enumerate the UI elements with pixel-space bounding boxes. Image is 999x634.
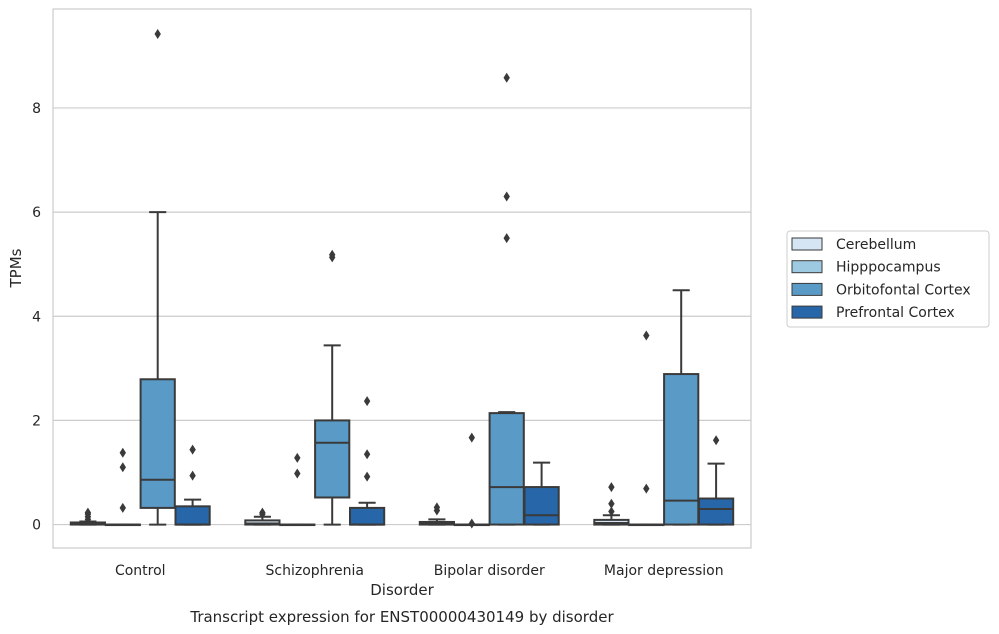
box-iqr: [244, 519, 281, 526]
outlier-point: [189, 470, 196, 481]
legend-swatch: [791, 237, 823, 251]
plot-frame: [52, 8, 752, 549]
box-iqr: [663, 373, 700, 526]
legend-items: Cerebellum Hipppocampus Orbitofontal Corte…: [791, 237, 971, 321]
y-tick-label: 4: [32, 309, 41, 325]
box-group: [139, 28, 176, 526]
x-tick-label: Schizophrenia: [266, 563, 364, 579]
outlier-point: [503, 191, 510, 202]
outlier-point: [363, 471, 371, 482]
x-tick-label: Bipolar disorder: [434, 563, 545, 579]
x-tick-label: Control: [115, 563, 166, 579]
box-group: [244, 507, 281, 526]
outlier-point: [712, 435, 720, 446]
box-group: [628, 330, 665, 527]
outlier-point: [503, 72, 510, 83]
box-group: [279, 452, 316, 527]
outlier-point: [294, 452, 301, 463]
outlier-point: [189, 444, 196, 455]
outlier-point: [329, 249, 336, 260]
box-group: [697, 435, 735, 526]
y-axis-label: TPMs: [7, 248, 25, 288]
legend-label: Cerebellum: [836, 237, 916, 253]
x-tick-label: Major depression: [604, 563, 724, 579]
outlier-point: [154, 28, 161, 39]
box-group: [69, 507, 107, 526]
x-tick-labels: Control Schizophrenia Bipolar disorder Majo…: [115, 563, 724, 579]
legend-swatch: [791, 260, 823, 274]
y-tick-label: 6: [32, 205, 41, 221]
y-tick-label: 0: [32, 518, 41, 534]
box-iqr: [139, 378, 176, 509]
outlier-point: [643, 483, 650, 494]
outlier-point: [294, 468, 301, 479]
box-group: [523, 461, 560, 526]
y-tick-label: 8: [32, 101, 41, 117]
legend-swatch: [791, 305, 823, 319]
legend-label: Orbitofontal Cortex: [836, 282, 971, 298]
outlier-point: [643, 330, 650, 341]
box-group: [488, 72, 525, 526]
legend-swatch: [791, 282, 823, 296]
box-group: [348, 396, 386, 526]
box-group: [418, 502, 456, 526]
box-series: [69, 28, 735, 529]
outlier-point: [503, 233, 510, 244]
box-iqr: [488, 412, 525, 526]
outlier-point: [608, 482, 615, 493]
box-group: [104, 447, 141, 527]
outlier-point: [433, 502, 441, 513]
outlier-point: [468, 432, 475, 443]
outlier-point: [363, 449, 371, 460]
box-group: [663, 289, 700, 526]
legend-label: Hipppocampus: [836, 260, 941, 276]
outlier-point: [84, 507, 92, 518]
outlier-point: [119, 462, 126, 473]
outlier-point: [119, 447, 126, 458]
outlier-point: [259, 507, 266, 518]
y-tick-labels: 0 2 4 6 8: [32, 101, 41, 534]
legend-frame: [786, 230, 990, 328]
box-group: [453, 432, 490, 529]
outlier-point: [363, 396, 371, 407]
box-iqr: [697, 497, 735, 526]
box-group: [174, 444, 211, 526]
outlier-point: [608, 506, 615, 517]
legend-label: Prefrontal Cortex: [836, 305, 955, 321]
box-iqr: [523, 486, 560, 526]
box-group: [314, 249, 351, 526]
chart-caption: Transcript expression for ENST0000043014…: [189, 608, 614, 626]
legend: Cerebellum Hipppocampus Orbitofontal Corte…: [786, 230, 990, 328]
outlier-point: [119, 502, 126, 513]
box-iqr: [174, 505, 211, 526]
outlier-point: [468, 518, 475, 529]
y-tick-label: 2: [32, 413, 41, 429]
box-iqr: [314, 419, 351, 499]
box-iqr: [348, 506, 386, 526]
outlier-point: [608, 498, 615, 509]
box-group: [593, 482, 630, 526]
x-axis-label: Disorder: [370, 581, 434, 599]
